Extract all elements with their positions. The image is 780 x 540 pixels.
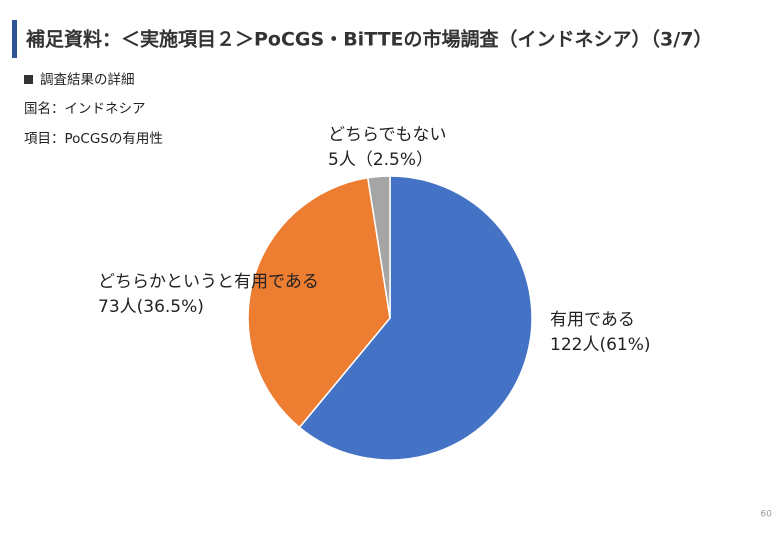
- value-label: 73人(36.5%): [98, 297, 204, 317]
- slide-title: 補足資料：＜実施項目２＞PoCGS・BiTTEの市場調査（インドネシア）（3/7…: [25, 28, 712, 51]
- bullet-text: 調査結果の詳細: [40, 72, 135, 88]
- value-label: 122人(61%): [550, 335, 651, 355]
- slice-label: どちらでもない: [328, 125, 447, 145]
- bullet-square: [24, 75, 33, 84]
- pie-slice: [247, 176, 391, 429]
- slice-label: 有用である: [550, 310, 635, 330]
- slice-label: どちらかというと有用である: [98, 272, 319, 292]
- title-accent: [12, 20, 17, 58]
- value-label: 5人（2.5%）: [328, 150, 433, 170]
- page-number: 60: [761, 510, 773, 520]
- pie-slice: [298, 175, 533, 461]
- info-line: 項目：PoCGSの有用性: [24, 131, 163, 147]
- info-line: 国名：インドネシア: [24, 101, 146, 117]
- pie-slice: [366, 175, 391, 319]
